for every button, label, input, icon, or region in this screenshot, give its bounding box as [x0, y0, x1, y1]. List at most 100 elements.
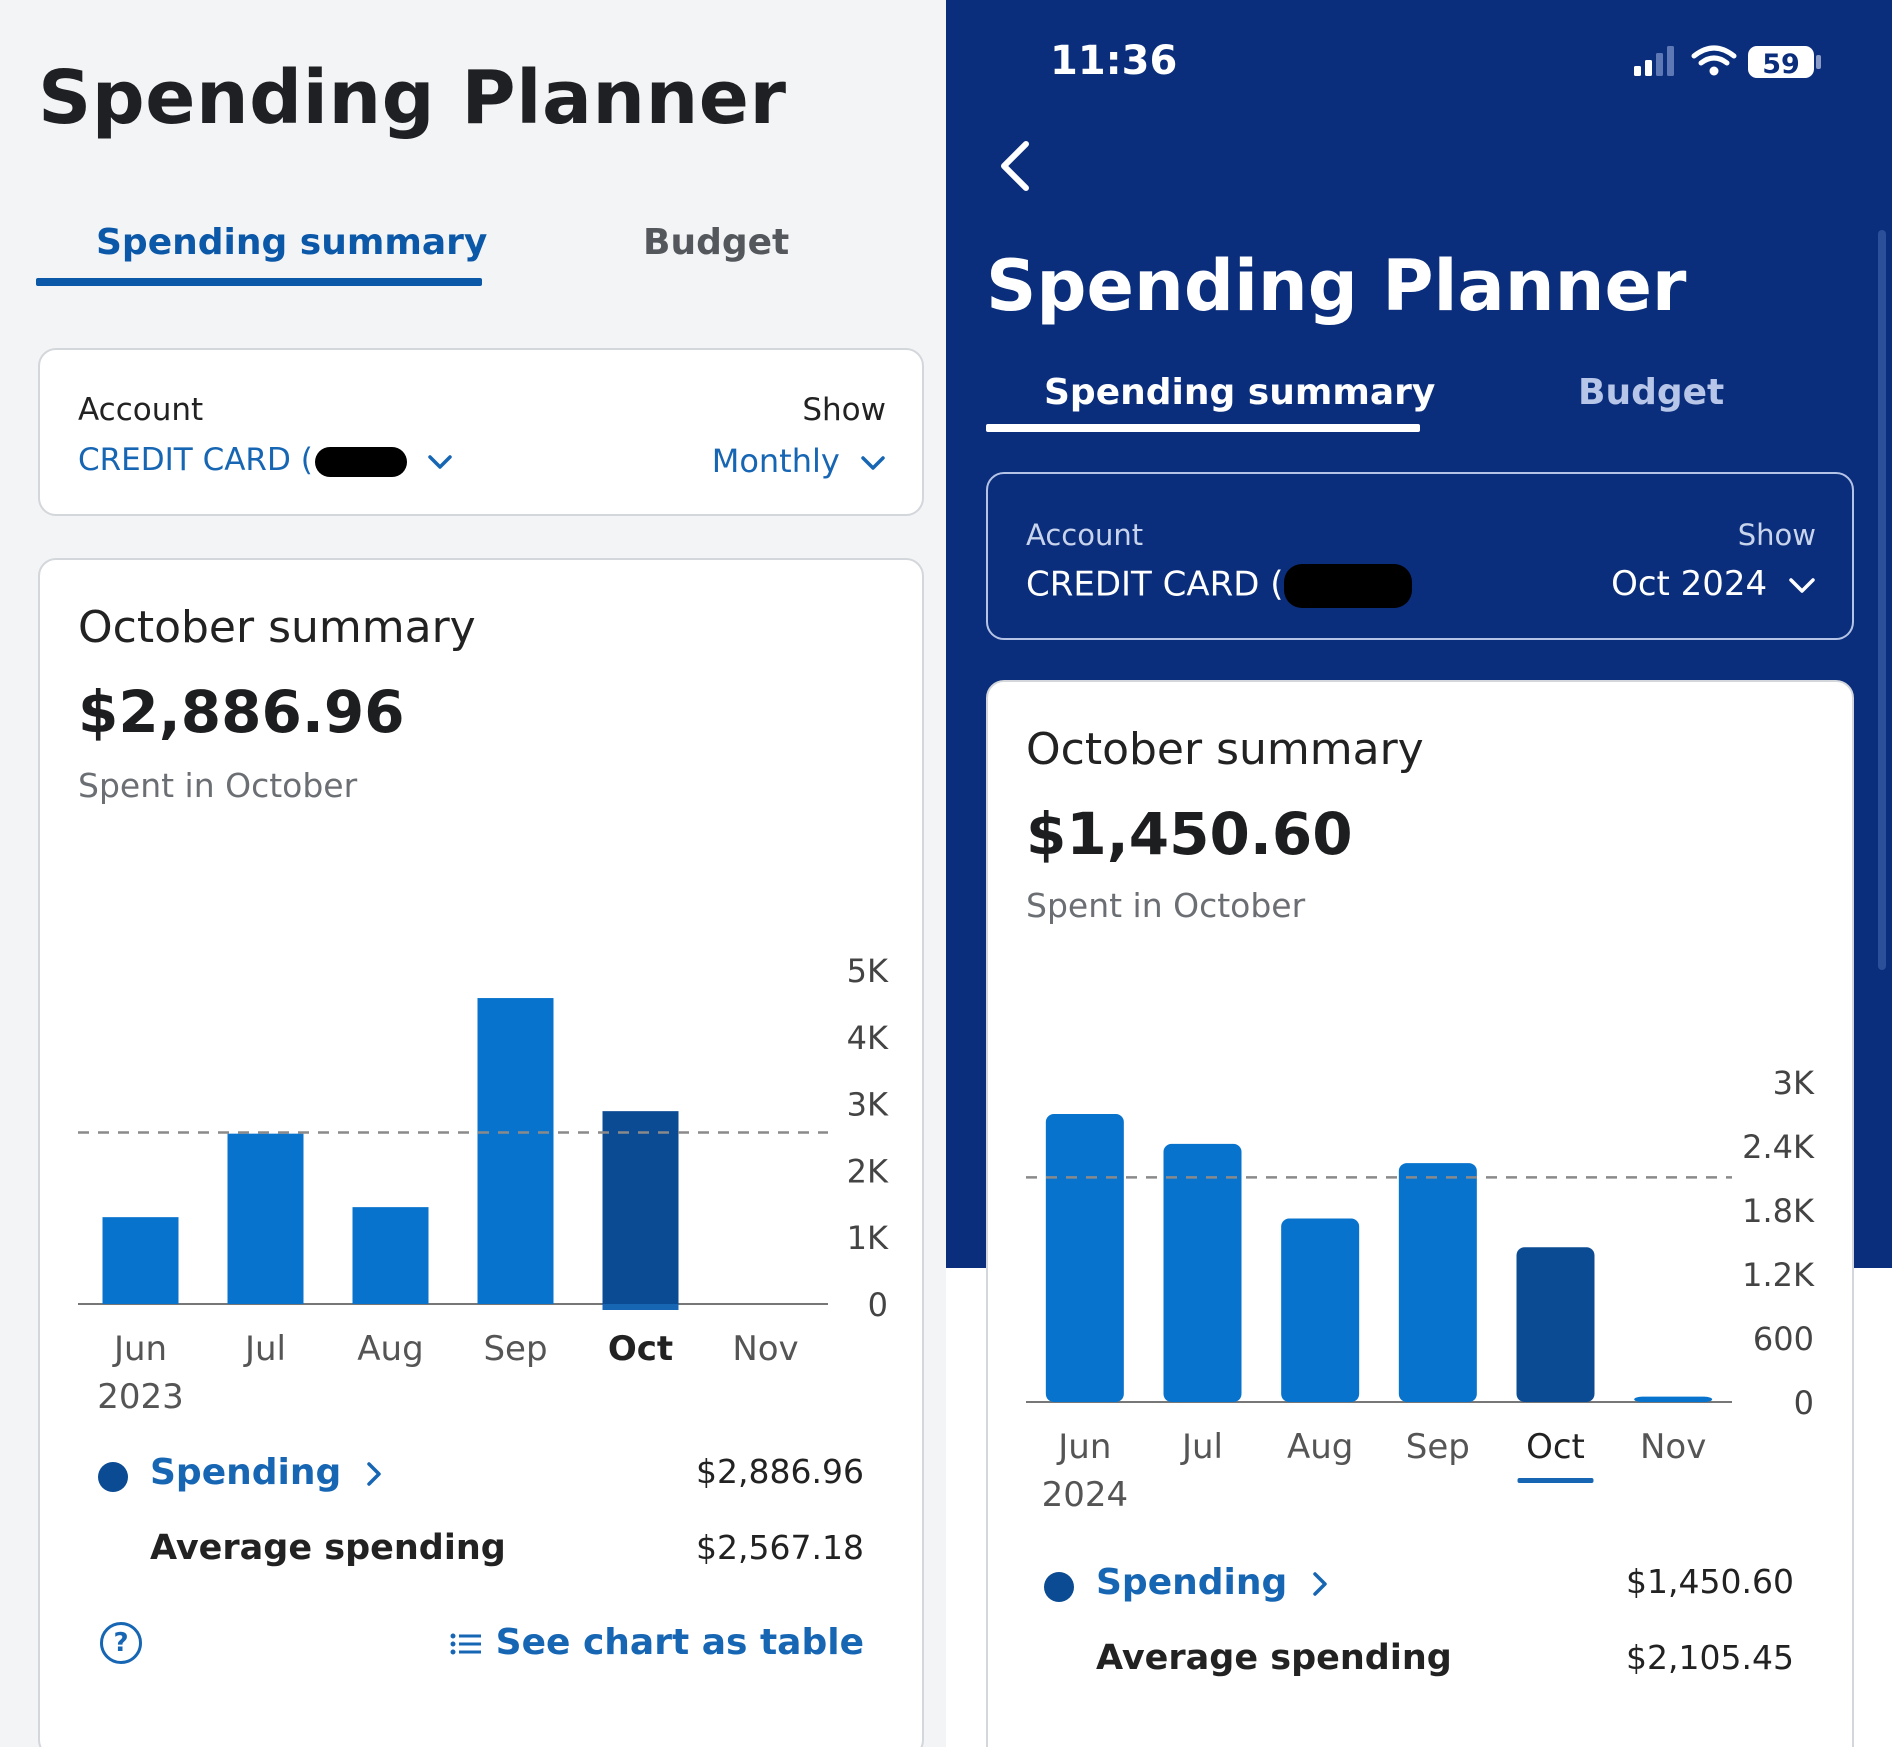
x-tick-label: Oct [1526, 1427, 1585, 1467]
spending-value: $2,886.96 [696, 1452, 864, 1491]
battery-icon: 59 [1748, 46, 1821, 80]
x-tick-label: Jun [112, 1329, 167, 1369]
y-tick-label: 0 [1794, 1384, 1814, 1422]
wifi-icon [1691, 45, 1737, 76]
right-screenshot: 11:36 59 Spending Planner Spending summa… [946, 0, 1892, 1747]
account-value: CREDIT CARD ( [78, 442, 313, 478]
tab-spending-summary[interactable]: Spending summary [1044, 372, 1436, 413]
account-label: Account [1026, 518, 1144, 552]
summary-subtitle: Spent in October [78, 766, 358, 805]
bar-jun [102, 1217, 179, 1304]
x-tick-label: Aug [357, 1329, 423, 1369]
summary-subtitle: Spent in October [1026, 886, 1306, 925]
redacted-account-number [1283, 564, 1412, 608]
account-filter-card: Account CREDIT CARD ( Show Monthly [38, 348, 924, 516]
bar-nov [1634, 1396, 1713, 1402]
spending-bar-chart[interactable]: 0 600 1.2K 1.8K 2.4K 3K Jun 2024 Jul Aug Sep Oct Nov [988, 982, 1856, 1512]
show-period-select[interactable]: Monthly [712, 442, 886, 480]
average-spending-value: $2,105.45 [1626, 1638, 1794, 1677]
spending-bar-chart[interactable]: 0 1K 2K 3K 4K 5K Jun 2023 Jul Aug Sep Oct Nov [40, 860, 926, 1420]
spending-value: $1,450.60 [1626, 1562, 1794, 1601]
bar-sep [477, 998, 554, 1304]
selected-month-underline [1517, 1478, 1594, 1483]
summary-amount: $2,886.96 [78, 678, 405, 746]
status-icons: 59 [1632, 42, 1832, 90]
page-title: Spending Planner [986, 245, 1687, 327]
list-icon [450, 1633, 481, 1655]
bar-jul [1163, 1143, 1242, 1402]
summary-title: October summary [78, 602, 476, 653]
x-tick-label: Nov [732, 1329, 798, 1369]
help-icon[interactable]: ? [100, 1622, 142, 1664]
show-value: Oct 2024 [1611, 564, 1768, 604]
show-value: Monthly [711, 442, 840, 480]
x-year-label: 2024 [1042, 1475, 1129, 1512]
tab-budget[interactable]: Budget [1578, 372, 1725, 413]
scrollbar[interactable] [1878, 230, 1886, 970]
tab-spending-summary[interactable]: Spending summary [96, 222, 488, 263]
average-spending-label: Average spending [1096, 1638, 1452, 1678]
average-spending-value: $2,567.18 [696, 1528, 864, 1567]
bar-oct [1516, 1247, 1595, 1402]
tab-budget[interactable]: Budget [643, 222, 790, 263]
account-select[interactable]: CREDIT CARD ( [1026, 564, 1412, 608]
page-title: Spending Planner [38, 55, 787, 141]
chevron-right-icon [1313, 1572, 1327, 1596]
y-tick-label: 2.4K [1742, 1128, 1815, 1166]
bar-aug [1281, 1218, 1360, 1402]
y-tick-label: 1.2K [1742, 1256, 1815, 1294]
y-tick-label: 4K [847, 1019, 889, 1057]
y-tick-label: 2K [847, 1152, 889, 1190]
x-tick-label: Jun [1056, 1427, 1111, 1467]
y-tick-label: 3K [1773, 1064, 1815, 1102]
chevron-down-icon [1789, 577, 1815, 593]
x-tick-label: Sep [483, 1329, 547, 1369]
spending-link[interactable]: Spending [1096, 1562, 1330, 1603]
show-label: Show [802, 392, 886, 428]
selected-bar-indicator [602, 1304, 679, 1310]
account-value: CREDIT CARD ( [1026, 564, 1284, 605]
redacted-account-number [314, 446, 407, 477]
active-tab-indicator [986, 424, 1420, 432]
x-tick-label: Nov [1640, 1427, 1706, 1467]
y-tick-label: 0 [868, 1286, 888, 1324]
spending-legend-dot [98, 1462, 128, 1492]
chevron-down-icon [427, 454, 452, 469]
y-tick-label: 5K [847, 952, 889, 990]
x-tick-label: Aug [1287, 1427, 1353, 1467]
bar-aug [352, 1207, 429, 1304]
spending-link[interactable]: Spending [150, 1452, 384, 1493]
spending-legend-dot [1044, 1572, 1074, 1602]
left-screenshot: Spending Planner Spending summary Budget… [0, 0, 945, 1747]
y-tick-label: 1.8K [1742, 1192, 1815, 1230]
x-tick-label: Sep [1406, 1427, 1470, 1467]
x-tick-label: Jul [243, 1329, 286, 1369]
account-select[interactable]: CREDIT CARD ( [78, 442, 453, 478]
battery-level: 59 [1762, 49, 1800, 80]
see-chart-as-table-label: See chart as table [495, 1622, 864, 1663]
x-year-label: 2023 [97, 1377, 184, 1417]
x-tick-label: Jul [1180, 1427, 1223, 1467]
y-tick-label: 3K [847, 1086, 889, 1124]
spending-label: Spending [1096, 1562, 1288, 1603]
average-spending-label: Average spending [150, 1528, 506, 1568]
bar-oct [602, 1111, 679, 1304]
y-tick-label: 600 [1753, 1320, 1814, 1358]
show-label: Show [1737, 518, 1816, 552]
bar-jul [227, 1133, 304, 1304]
summary-card: October summary $2,886.96 Spent in Octob… [38, 558, 924, 1747]
signal-icon [1634, 46, 1674, 76]
status-time: 11:36 [1050, 38, 1178, 84]
bar-jun [1045, 1114, 1124, 1402]
show-period-select[interactable]: Oct 2024 [1611, 564, 1816, 604]
chevron-down-icon [861, 456, 885, 470]
account-filter-card: Account CREDIT CARD ( Show Oct 2024 [986, 472, 1854, 640]
y-tick-label: 1K [847, 1219, 889, 1257]
see-chart-as-table-link[interactable]: See chart as table [450, 1622, 864, 1663]
account-label: Account [78, 392, 204, 428]
x-tick-label: Oct [608, 1329, 673, 1369]
summary-title: October summary [1026, 724, 1424, 775]
active-tab-indicator [36, 278, 482, 286]
bar-sep [1398, 1163, 1477, 1402]
back-arrow-icon[interactable] [996, 140, 1032, 192]
